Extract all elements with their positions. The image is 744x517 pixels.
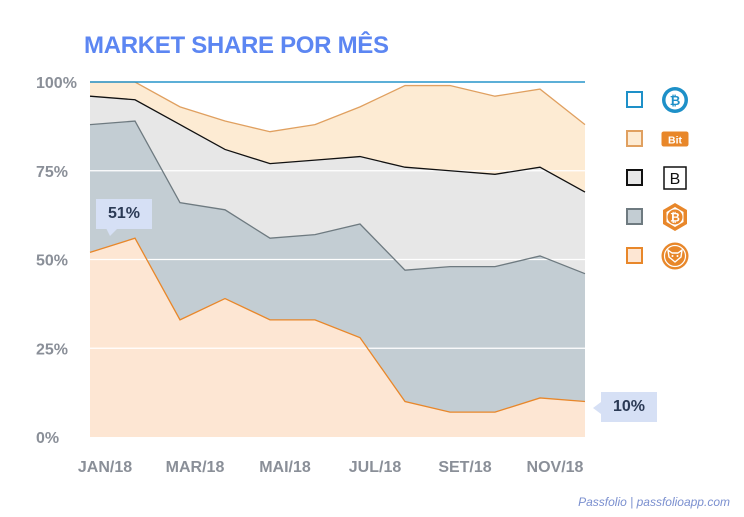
- series-line-3: [90, 81, 586, 133]
- annotation-pointer: [106, 228, 118, 236]
- x-tick-label: MAI/18: [259, 459, 311, 476]
- x-tick-label: MAR/18: [166, 459, 225, 476]
- series-line-0: [89, 237, 586, 413]
- legend-item-bitcoin-hexagon: ₿: [626, 197, 736, 236]
- x-tick-label: JUL/18: [349, 459, 402, 476]
- chart-title: MARKET SHARE POR MÊS: [84, 32, 389, 59]
- x-tick-label: NOV/18: [527, 459, 584, 476]
- legend-swatch: [626, 247, 643, 264]
- blue-bitcoin-circle-icon: ₿: [660, 85, 690, 115]
- legend-swatch: [626, 208, 643, 225]
- y-tick-label: 50%: [36, 253, 68, 270]
- legend-swatch: [626, 91, 643, 108]
- series-line-2: [89, 95, 586, 193]
- legend-item-b: B: [626, 158, 736, 197]
- x-tick-label: JAN/18: [78, 459, 132, 476]
- x-tick-label: SET/18: [438, 459, 491, 476]
- svg-text:Bit: Bit: [668, 134, 683, 146]
- footer-credit: Passfolio | passfolioapp.com: [578, 495, 730, 509]
- bit-wordmark-icon: Bit: [660, 124, 690, 154]
- annotation-last: 10%: [601, 392, 657, 422]
- annotation-first: 51%: [96, 199, 152, 229]
- svg-text:B: B: [670, 171, 681, 188]
- legend-item-bit: Bit: [626, 119, 736, 158]
- legend-swatch: [626, 169, 643, 186]
- series-line-1: [89, 120, 586, 275]
- y-tick-label: 75%: [36, 164, 68, 181]
- area-series-0: [90, 238, 585, 437]
- svg-text:₿: ₿: [670, 93, 681, 108]
- bitcoin-hexagon-icon: ₿: [660, 202, 690, 232]
- legend-item-fox: [626, 236, 736, 275]
- legend-swatch: [626, 130, 643, 147]
- y-tick-label: 25%: [36, 341, 68, 358]
- svg-text:₿: ₿: [670, 210, 680, 224]
- legend: ₿ Bit B ₿: [626, 80, 736, 275]
- annotation-pointer: [593, 402, 601, 414]
- bitstamp-b-icon: B: [660, 163, 690, 193]
- legend-item-blue-bitcoin: ₿: [626, 80, 736, 119]
- y-tick-label: 100%: [36, 75, 77, 92]
- metamask-fox-icon: [660, 241, 690, 271]
- y-tick-label: 0%: [36, 430, 59, 447]
